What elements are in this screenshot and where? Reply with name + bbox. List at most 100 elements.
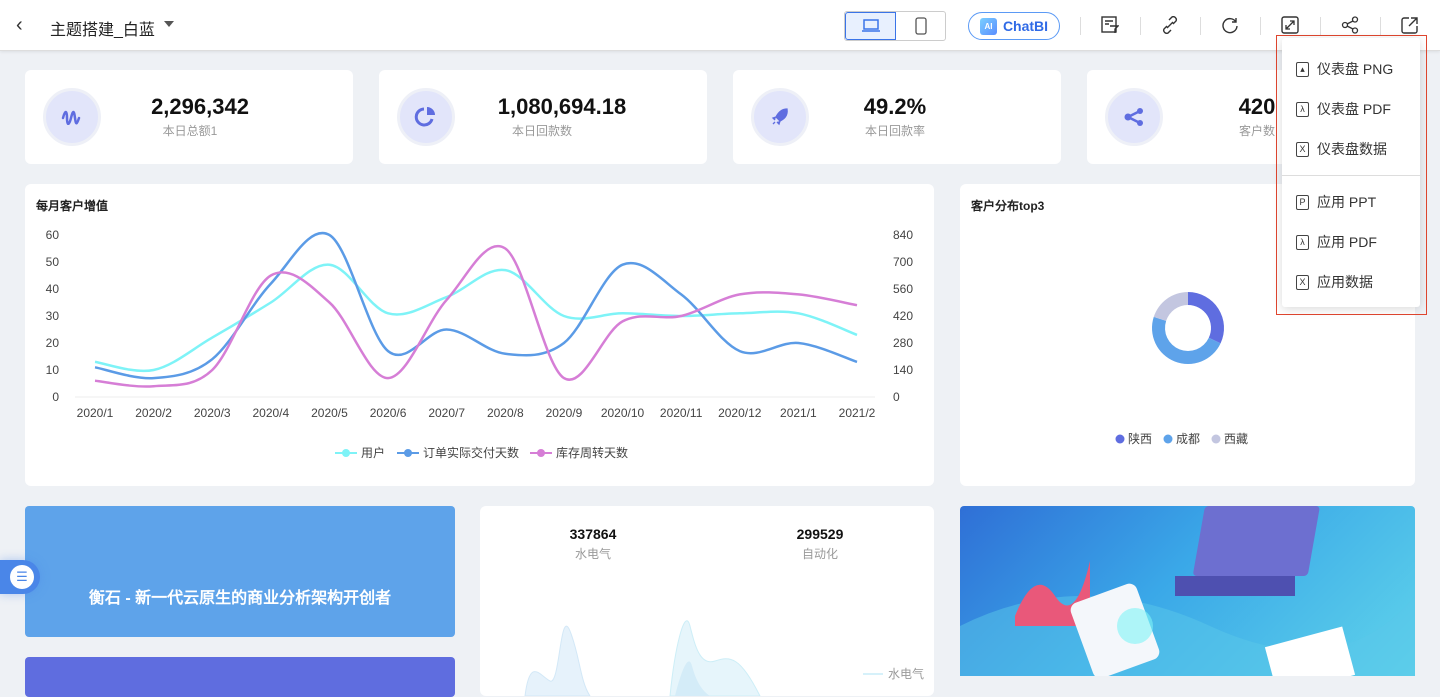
pie-slice <box>1153 292 1188 321</box>
series-line <box>94 231 858 380</box>
chart-title: 每月客户增值 <box>36 199 109 213</box>
left-axis-tick: 60 <box>46 228 60 242</box>
chevron-down-icon[interactable] <box>164 21 174 27</box>
share-icon <box>1105 88 1163 146</box>
legend-label: 陕西 <box>1128 431 1152 446</box>
menu-item-dashboard-data[interactable]: X 仪表盘数据 <box>1296 139 1387 159</box>
menu-item-label: 应用 PDF <box>1317 234 1377 250</box>
divider <box>1320 17 1321 35</box>
export-menu: ▴ 仪表盘 PNG λ 仪表盘 PDF X 仪表盘数据 P 应用 PPT λ 应用 PDF… <box>1282 38 1420 307</box>
menu-item-label: 应用 PPT <box>1317 194 1377 210</box>
right-axis-tick: 700 <box>893 255 913 269</box>
area-chart: 水电气 <box>524 620 924 696</box>
highlight-box <box>1276 35 1427 315</box>
dashboard-title[interactable]: 主题搭建_白蓝 <box>50 22 155 39</box>
right-axis-tick: 840 <box>893 228 913 242</box>
left-axis-tick: 20 <box>46 336 60 350</box>
refresh-icon[interactable] <box>1219 14 1241 36</box>
kpi-card-rate: 49.2% 本日回款率 <box>733 70 1061 164</box>
menu-item-dashboard-pdf[interactable]: λ 仪表盘 PDF <box>1296 99 1391 119</box>
x-axis-tick: 2020/4 <box>252 406 289 420</box>
kpi-value: 49.2% <box>863 94 927 119</box>
x-axis-tick: 2020/9 <box>546 406 583 420</box>
x-axis-tick: 2020/1 <box>77 406 114 420</box>
series-line <box>94 263 858 373</box>
stat-label: 自动化 <box>801 547 838 561</box>
left-axis-tick: 0 <box>52 390 59 404</box>
desktop-view-button[interactable] <box>845 12 896 40</box>
top-bar: ‹ 主题搭建_白蓝 AI ChatBI <box>0 0 1440 51</box>
divider <box>1380 17 1381 35</box>
legend-marker <box>404 449 412 457</box>
kpi-label: 本日回款率 <box>864 124 925 138</box>
image-icon: ▴ <box>1296 61 1309 77</box>
x-axis-tick: 2020/6 <box>370 406 407 420</box>
kpi-value: 2,296,342 <box>151 94 249 119</box>
mobile-view-button[interactable] <box>896 12 945 40</box>
pdf-icon: λ <box>1296 101 1309 117</box>
legend-label: 成都 <box>1176 432 1200 446</box>
divider <box>1080 17 1081 35</box>
stat-value: 299529 <box>796 526 844 542</box>
pie-slice <box>1152 316 1221 364</box>
x-axis-tick: 2020/5 <box>311 406 348 420</box>
ppt-icon: P <box>1296 194 1309 210</box>
menu-item-app-ppt[interactable]: P 应用 PPT <box>1296 192 1376 212</box>
legend-marker <box>537 449 545 457</box>
excel-icon: X <box>1296 274 1309 290</box>
share-icon[interactable] <box>1339 14 1361 36</box>
export-icon[interactable] <box>1399 14 1421 36</box>
sidebar-toggle-button[interactable]: ☰ <box>0 560 40 594</box>
legend-label: 库存周转天数 <box>556 445 628 460</box>
left-axis-tick: 30 <box>46 309 60 323</box>
wave-icon <box>43 88 101 146</box>
kpi-label: 本日回款数 <box>511 124 572 138</box>
right-axis-tick: 420 <box>893 309 913 323</box>
menu-item-dashboard-png[interactable]: ▴ 仪表盘 PNG <box>1296 59 1393 79</box>
x-axis-tick: 2021/1 <box>780 406 817 420</box>
fullscreen-icon[interactable] <box>1279 14 1301 36</box>
banner-text: 衡石 - 新一代云原生的商业分析架构开创者 <box>88 589 392 607</box>
x-axis-tick: 2020/2 <box>135 406 172 420</box>
area-legend-label: 水电气 <box>888 666 924 681</box>
device-switch <box>844 11 946 41</box>
legend-marker <box>1211 434 1221 444</box>
stat-utilities: 337864 水电气 <box>533 526 653 562</box>
area-chart-card: 337864 水电气 299529 自动化 水电气 <box>480 506 934 696</box>
menu-item-label: 应用数据 <box>1317 274 1373 290</box>
x-axis-tick: 2020/11 <box>660 406 703 420</box>
menu-item-label: 仪表盘 PDF <box>1317 101 1391 117</box>
x-axis-tick: 2020/12 <box>718 406 762 420</box>
stat-label: 水电气 <box>574 547 611 561</box>
divider <box>1260 17 1261 35</box>
menu-item-app-data[interactable]: X 应用数据 <box>1296 272 1373 292</box>
donut-chart: 陕西 成都 西藏 <box>1115 292 1248 446</box>
menu-item-label: 仪表盘数据 <box>1317 141 1387 157</box>
legend-marker <box>1163 434 1173 444</box>
chatbi-button[interactable]: AI ChatBI <box>968 12 1060 40</box>
x-axis-tick: 2020/10 <box>601 406 645 420</box>
kpi-label: 客户数 <box>1238 124 1275 138</box>
stat-value: 337864 <box>569 526 617 542</box>
illustration-image <box>960 506 1415 676</box>
right-axis-tick: 560 <box>893 282 913 296</box>
menu-item-app-pdf[interactable]: λ 应用 PDF <box>1296 232 1377 252</box>
left-axis-tick: 10 <box>46 363 60 377</box>
purple-card <box>25 657 455 697</box>
kpi-value: 420 <box>1238 94 1276 119</box>
line-chart: 0 10 20 30 40 50 60 0 140 280 420 560 700 840 2020/1 20… <box>46 228 914 460</box>
link-icon[interactable] <box>1159 14 1181 36</box>
stat-automation: 299529 自动化 <box>760 526 880 562</box>
back-icon[interactable]: ‹ <box>16 14 23 36</box>
legend-marker <box>342 449 350 457</box>
left-axis-tick: 40 <box>46 282 60 296</box>
filter-icon[interactable] <box>1099 14 1121 36</box>
chatbi-label: ChatBI <box>1002 18 1049 34</box>
kpi-value: 1,080,694.18 <box>497 94 627 119</box>
x-axis-tick: 2021/2 <box>839 406 876 420</box>
laptop-illustration <box>960 506 1415 676</box>
right-axis-tick: 0 <box>893 390 900 404</box>
menu-list-icon: ☰ <box>10 565 34 589</box>
divider <box>1140 17 1141 35</box>
menu-item-label: 仪表盘 PNG <box>1317 61 1394 77</box>
